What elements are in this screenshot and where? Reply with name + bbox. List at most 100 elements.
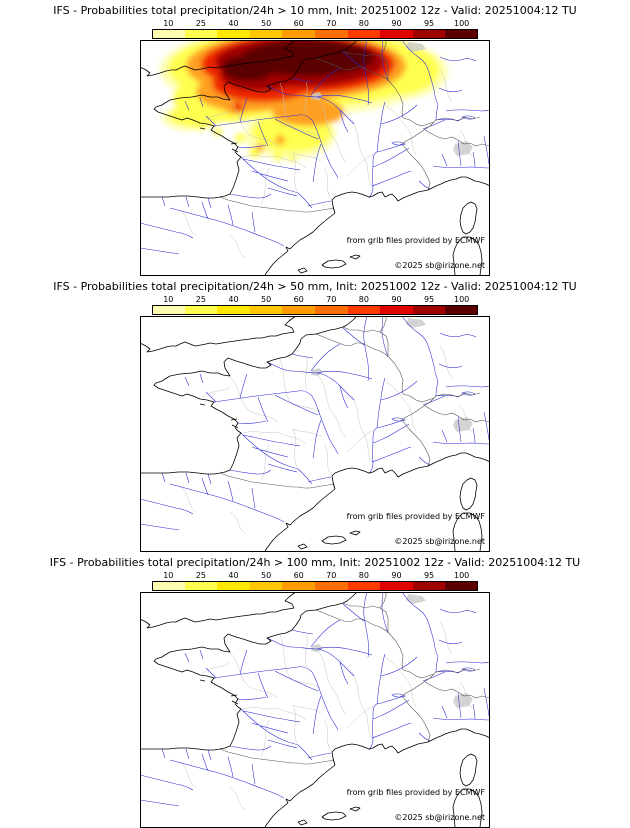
colorbar-tick-label: 80	[358, 295, 369, 304]
copyright-text: ©2025 sb@irizone.net	[394, 813, 485, 822]
colorbar-tick-label: 90	[391, 571, 402, 580]
colorbar-segment: 25	[184, 19, 218, 39]
colorbar-swatch	[152, 581, 185, 591]
colorbar-segment: 80	[347, 19, 381, 39]
colorbar-swatch	[184, 581, 218, 591]
colorbar-segment: 100	[445, 571, 478, 591]
colorbar-tick-label: 25	[195, 571, 206, 580]
colorbar-swatch	[249, 305, 283, 315]
panel-precip-100mm: IFS - Probabilities total precipitation/…	[0, 552, 630, 828]
colorbar-segment: 25	[184, 295, 218, 315]
colorbar-segment: 10	[152, 571, 185, 591]
colorbar-tick-label: 100	[454, 571, 470, 580]
colorbar-swatch	[380, 305, 413, 315]
colorbar-segment: 95	[412, 571, 446, 591]
probability-colorbar: 10 25 40 50 60 70 80 90 95 100	[152, 19, 478, 39]
colorbar-segment: 50	[249, 295, 283, 315]
colorbar-tick-label: 95	[423, 295, 435, 304]
colorbar-segment: 60	[282, 19, 315, 39]
colorbar-tick-label: 50	[260, 19, 272, 28]
colorbar-segment: 80	[347, 295, 381, 315]
colorbar-segment: 90	[380, 571, 413, 591]
colorbar-segment: 40	[217, 295, 250, 315]
colorbar-swatch	[184, 305, 218, 315]
colorbar-segment: 70	[314, 571, 348, 591]
colorbar-segment: 50	[249, 19, 283, 39]
colorbar-swatch	[282, 581, 315, 591]
colorbar-tick-label: 60	[293, 295, 304, 304]
colorbar-tick-label: 10	[163, 571, 174, 580]
ecmwf-attribution: from grib files provided by ECMWF	[346, 512, 485, 521]
colorbar-tick-label: 80	[358, 19, 369, 28]
colorbar-swatch	[249, 581, 283, 591]
colorbar-tick-label: 90	[391, 19, 402, 28]
colorbar-segment: 25	[184, 571, 218, 591]
colorbar-tick-label: 50	[260, 571, 272, 580]
colorbar-tick-label: 10	[163, 295, 174, 304]
colorbar-segment: 80	[347, 571, 381, 591]
panel-precip-50mm: IFS - Probabilities total precipitation/…	[0, 276, 630, 552]
colorbar-tick-label: 90	[391, 295, 402, 304]
colorbar-tick-label: 100	[454, 19, 470, 28]
france-precip-map: from grib files provided by ECMWF ©2025 …	[140, 40, 490, 276]
colorbar-swatch	[445, 581, 478, 591]
colorbar-swatch	[380, 581, 413, 591]
colorbar-segment: 60	[282, 571, 315, 591]
map-title: IFS - Probabilities total precipitation/…	[53, 4, 577, 17]
colorbar-swatch	[249, 29, 283, 39]
panel-precip-10mm: IFS - Probabilities total precipitation/…	[0, 0, 630, 276]
colorbar-tick-label: 95	[423, 19, 435, 28]
colorbar-swatch	[347, 305, 381, 315]
colorbar-swatch	[412, 305, 446, 315]
france-precip-map: from grib files provided by ECMWF ©2025 …	[140, 316, 490, 552]
colorbar-swatch	[217, 305, 250, 315]
colorbar-segment: 90	[380, 295, 413, 315]
colorbar-segment: 100	[445, 295, 478, 315]
colorbar-swatch	[184, 29, 218, 39]
colorbar-tick-label: 80	[358, 571, 369, 580]
colorbar-segment: 95	[412, 295, 446, 315]
ecmwf-attribution: from grib files provided by ECMWF	[346, 236, 485, 245]
colorbar-swatch	[314, 581, 348, 591]
colorbar-tick-label: 25	[195, 295, 206, 304]
colorbar-segment: 100	[445, 19, 478, 39]
colorbar-swatch	[445, 305, 478, 315]
map-title: IFS - Probabilities total precipitation/…	[53, 280, 577, 293]
colorbar-swatch	[217, 581, 250, 591]
colorbar-swatch	[445, 29, 478, 39]
colorbar-swatch	[347, 581, 381, 591]
colorbar-tick-label: 70	[326, 571, 337, 580]
colorbar-segment: 40	[217, 19, 250, 39]
colorbar-segment: 10	[152, 295, 185, 315]
colorbar-tick-label: 40	[228, 19, 239, 28]
colorbar-swatch	[314, 305, 348, 315]
colorbar-segment: 40	[217, 571, 250, 591]
colorbar-segment: 60	[282, 295, 315, 315]
colorbar-tick-label: 95	[423, 571, 435, 580]
colorbar-tick-label: 40	[228, 295, 239, 304]
colorbar-segment: 50	[249, 571, 283, 591]
map-title: IFS - Probabilities total precipitation/…	[49, 556, 581, 569]
colorbar-swatch	[282, 305, 315, 315]
colorbar-tick-label: 50	[260, 295, 272, 304]
colorbar-segment: 10	[152, 19, 185, 39]
ecmwf-attribution: from grib files provided by ECMWF	[346, 788, 485, 797]
colorbar-segment: 90	[380, 19, 413, 39]
colorbar-segment: 95	[412, 19, 446, 39]
colorbar-tick-label: 70	[326, 19, 337, 28]
colorbar-swatch	[347, 29, 381, 39]
colorbar-segment: 70	[314, 295, 348, 315]
colorbar-tick-label: 70	[326, 295, 337, 304]
colorbar-swatch	[412, 581, 446, 591]
colorbar-swatch	[217, 29, 250, 39]
copyright-text: ©2025 sb@irizone.net	[394, 537, 485, 546]
colorbar-tick-label: 60	[293, 19, 304, 28]
colorbar-tick-label: 60	[293, 571, 304, 580]
copyright-text: ©2025 sb@irizone.net	[394, 261, 485, 270]
colorbar-swatch	[314, 29, 348, 39]
colorbar-tick-label: 100	[454, 295, 470, 304]
colorbar-swatch	[380, 29, 413, 39]
colorbar-tick-label: 10	[163, 19, 174, 28]
colorbar-swatch	[412, 29, 446, 39]
france-precip-map: from grib files provided by ECMWF ©2025 …	[140, 592, 490, 828]
